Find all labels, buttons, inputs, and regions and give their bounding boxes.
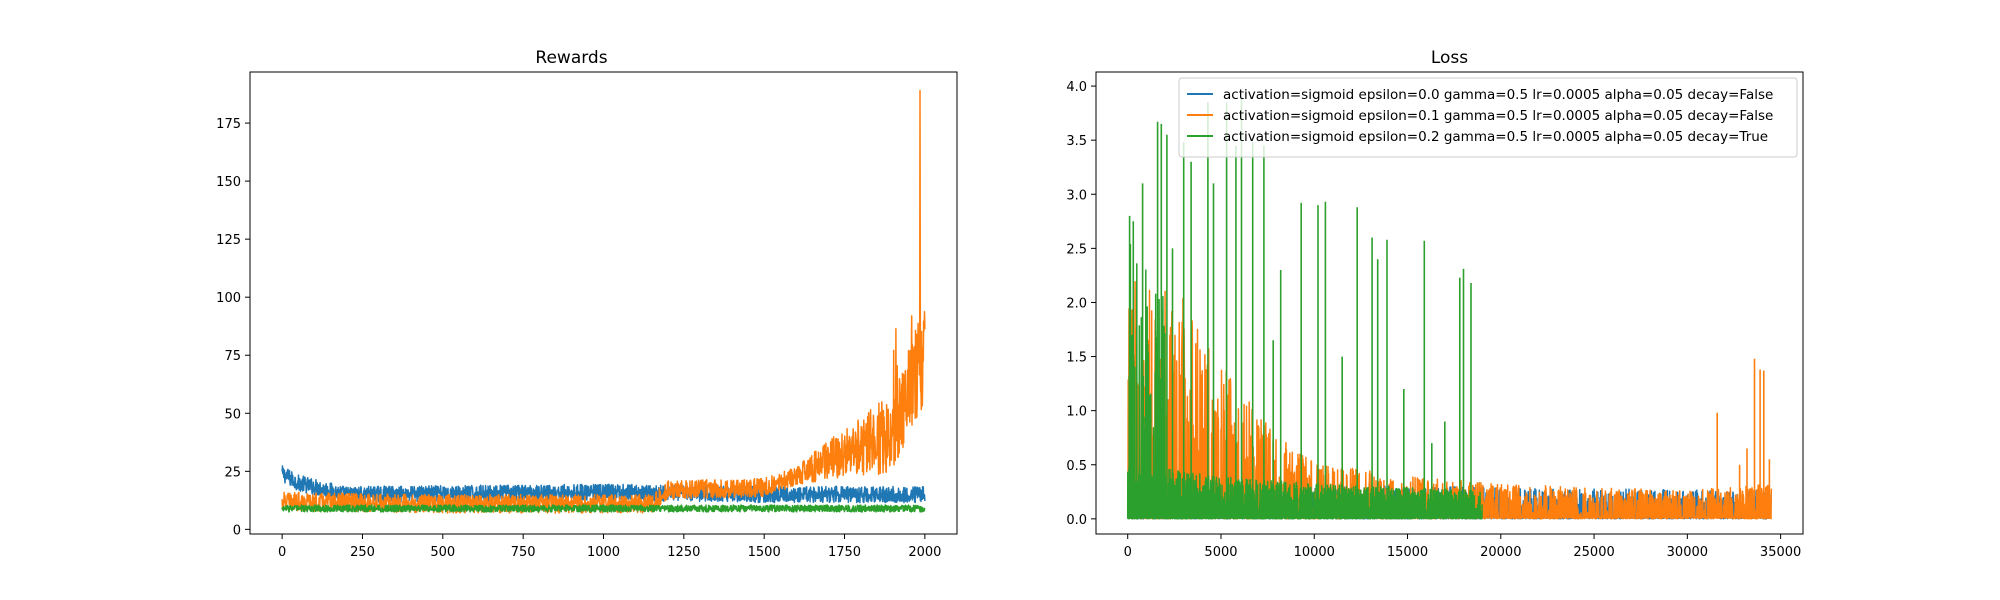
rewards-panel: Rewards 0 250 500 750 1000 1250 1500 1750 2000 0 2… (216, 48, 958, 560)
loss-y-tick-label: 3.0 (1066, 188, 1087, 203)
rewards-ticks-group: 0 250 500 750 1000 1250 1500 1750 2000 0 25 50 75 100… (216, 117, 941, 560)
legend-label: activation=sigmoid epsilon=0.2 gamma=0.5… (1223, 129, 1768, 145)
loss-x-tick-label: 20000 (1480, 545, 1521, 560)
rewards-y-tick-label: 150 (216, 175, 241, 190)
rewards-x-tick-label: 1750 (828, 545, 861, 560)
legend-frame (1178, 77, 1798, 158)
loss-x-tick-label: 10000 (1294, 545, 1335, 560)
loss-panel: Loss 0 5000 10000 15000 20000 25000 30000 35000… (1066, 48, 1804, 560)
loss-x-tick-label: 35000 (1760, 545, 1801, 560)
rewards-x-tick-label: 2000 (908, 545, 941, 560)
rewards-y-tick-label: 75 (224, 349, 241, 364)
loss-x-tick-label: 0 (1124, 545, 1132, 560)
rewards-x-tick-label: 500 (430, 545, 455, 560)
rewards-y-tick-label: 125 (216, 233, 241, 248)
loss-y-tick-label: 3.5 (1066, 134, 1087, 149)
rewards-x-tick-label: 1500 (748, 545, 781, 560)
loss-y-tick-label: 0.5 (1066, 459, 1087, 474)
rewards-x-tick-label: 0 (278, 545, 286, 560)
rewards-x-tick-label: 750 (511, 545, 536, 560)
legend-label: activation=sigmoid epsilon=0.1 gamma=0.5… (1223, 108, 1773, 124)
loss-series-2-line (1126, 243, 1483, 520)
loss-series-1-line (1127, 280, 1773, 520)
loss-x-tick-label: 15000 (1387, 545, 1428, 560)
legend-label: activation=sigmoid epsilon=0.0 gamma=0.5… (1223, 87, 1773, 103)
loss-y-tick-label: 2.0 (1066, 296, 1087, 311)
loss-y-tick-label: 4.0 (1066, 80, 1087, 95)
rewards-y-tick-label: 175 (216, 117, 241, 132)
rewards-series-2-line (281, 504, 926, 513)
loss-legend: activation=sigmoid epsilon=0.0 gamma=0.5… (1178, 77, 1798, 158)
loss-series-group (1126, 96, 1773, 520)
loss-y-tick-label: 1.0 (1066, 405, 1087, 420)
rewards-series-1-line (281, 89, 926, 514)
loss-x-tick-label: 30000 (1667, 545, 1708, 560)
loss-y-tick-label: 0.0 (1066, 513, 1087, 528)
loss-x-tick-label: 5000 (1204, 545, 1237, 560)
rewards-series-group (281, 89, 926, 514)
rewards-y-tick-label: 50 (224, 407, 241, 422)
loss-axes-frame (1095, 71, 1804, 535)
rewards-x-tick-label: 250 (350, 545, 375, 560)
rewards-y-tick-label: 25 (224, 465, 241, 480)
loss-y-tick-label: 1.5 (1066, 351, 1087, 366)
loss-ticks-group: 0 5000 10000 15000 20000 25000 30000 35000 0.0 0.… (1066, 80, 1801, 560)
loss-y-tick-label: 2.5 (1066, 242, 1087, 257)
loss-title: Loss (1431, 48, 1468, 68)
loss-x-tick-label: 25000 (1573, 545, 1614, 560)
rewards-title: Rewards (535, 48, 607, 68)
rewards-y-tick-label: 0 (233, 523, 241, 538)
rewards-x-tick-label: 1000 (587, 545, 620, 560)
rewards-x-tick-label: 1250 (667, 545, 700, 560)
rewards-y-tick-label: 100 (216, 291, 241, 306)
